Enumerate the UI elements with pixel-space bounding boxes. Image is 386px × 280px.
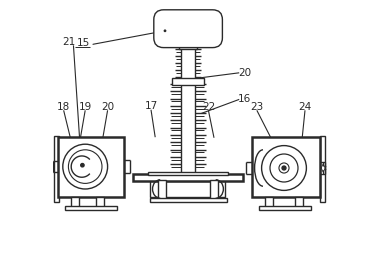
Text: 23: 23 [250,102,264,112]
Bar [265,197,273,207]
Text: 16: 16 [238,94,251,104]
Bar [320,136,325,202]
Bar [58,137,124,197]
Text: 18: 18 [57,102,70,112]
Bar [179,36,197,49]
Bar [71,197,79,207]
Circle shape [282,166,286,170]
Bar [252,137,320,197]
Bar [158,180,166,199]
Bar [259,206,312,210]
FancyBboxPatch shape [154,10,222,48]
Bar [96,197,104,207]
Text: 20: 20 [238,68,251,78]
Text: 15: 15 [76,38,90,48]
Bar [181,35,195,181]
Text: 21: 21 [62,37,75,47]
Bar [295,197,303,207]
Circle shape [81,164,84,167]
Bar [151,181,225,197]
Text: 19: 19 [79,102,92,112]
Bar [133,174,244,181]
Bar [65,206,117,210]
Bar [54,136,59,202]
Text: 22: 22 [202,102,215,112]
Circle shape [164,29,166,32]
Bar [148,172,228,175]
Text: 24: 24 [298,102,312,112]
Text: 17: 17 [144,101,157,111]
Text: 20: 20 [101,102,114,112]
Bar [150,198,227,202]
Bar [210,180,218,199]
Bar [172,78,204,85]
